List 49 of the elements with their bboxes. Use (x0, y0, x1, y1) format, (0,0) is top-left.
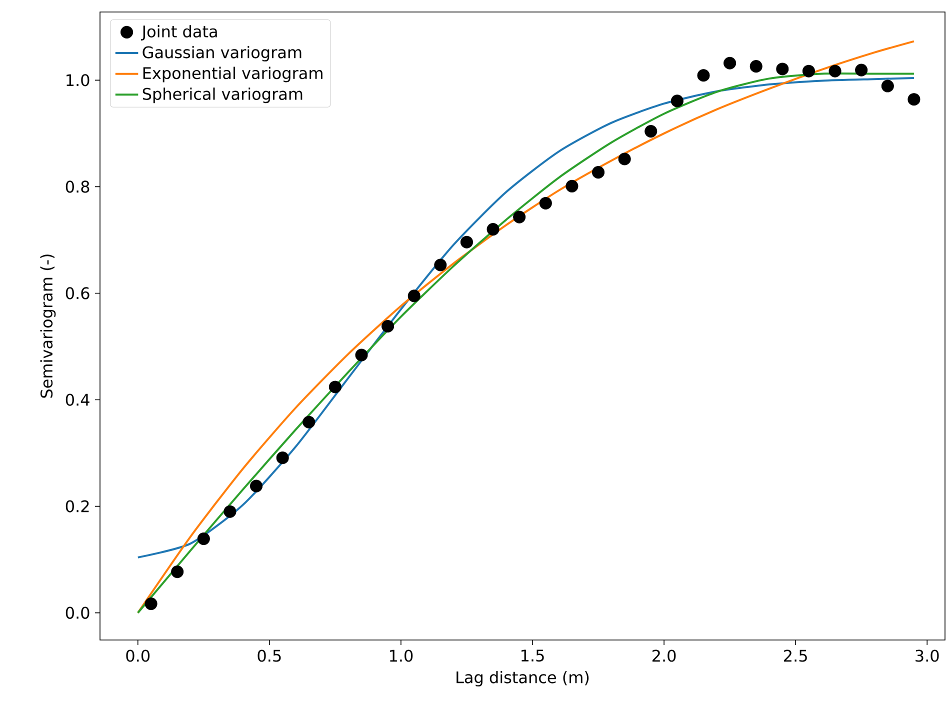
y-tick-label: 0.0 (66, 606, 90, 619)
point (434, 258, 447, 272)
point (618, 152, 631, 166)
point (750, 60, 762, 73)
point (197, 532, 210, 546)
x-axis-title: Lag distance (m) (456, 670, 589, 686)
point (224, 505, 236, 518)
y-tick-label: 0.4 (66, 394, 90, 406)
point (302, 416, 316, 428)
x-tick-label: 0.0 (126, 650, 150, 662)
point (486, 223, 500, 236)
point (908, 93, 920, 106)
point (881, 80, 894, 92)
point (670, 94, 684, 108)
legend-label: Joint data (141, 25, 217, 40)
point (828, 64, 842, 78)
point (328, 380, 342, 394)
legend-label: Exponential variogram (143, 66, 322, 82)
point (250, 480, 263, 492)
point (855, 64, 868, 76)
y-tick-label: 0.2 (66, 500, 89, 512)
y-tick-label: 0.6 (66, 287, 90, 300)
point (382, 320, 394, 333)
point (539, 196, 552, 210)
y-axis-title: Semivariogram (-) (40, 254, 56, 398)
point (144, 597, 158, 610)
point (171, 566, 184, 578)
point (513, 210, 526, 224)
legend-label: Gaussian variogram (142, 46, 302, 62)
y-tick-label: 0.8 (66, 180, 90, 193)
point (802, 64, 815, 78)
point (355, 348, 368, 362)
point (460, 236, 474, 248)
point (566, 180, 578, 192)
x-tick-label: 1.0 (390, 650, 413, 662)
point (644, 125, 658, 138)
x-tick-label: 0.5 (258, 650, 281, 662)
point (592, 166, 605, 179)
x-tick-label: 2.0 (652, 650, 676, 662)
point (276, 452, 289, 464)
point (697, 69, 710, 82)
point (776, 62, 789, 76)
x-tick-label: 3.0 (916, 650, 939, 662)
point (408, 290, 420, 302)
legend-label: Spherical variogram (142, 88, 302, 104)
x-tick-label: 1.5 (522, 650, 544, 662)
point (724, 56, 736, 70)
x-tick-label: 2.5 (784, 650, 807, 662)
y-tick-label: 1.0 (66, 74, 90, 86)
